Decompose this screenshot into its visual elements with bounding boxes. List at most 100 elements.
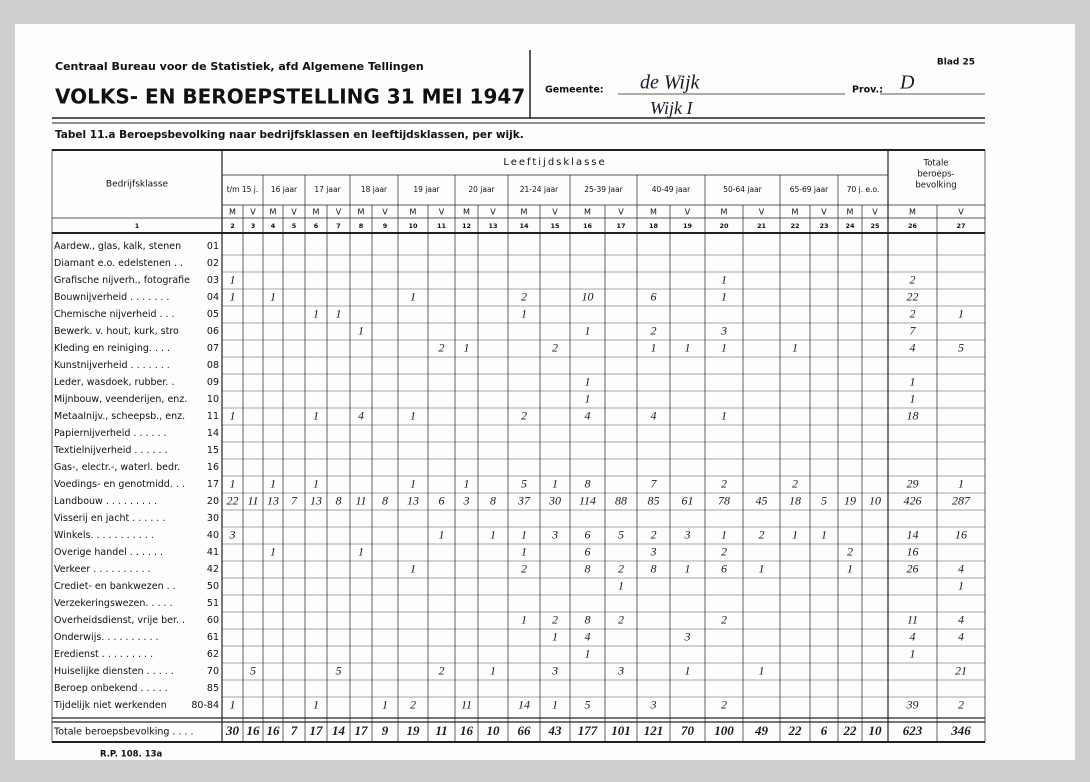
age-group: t/m 15 j. [227,185,259,194]
cell-value: 11 [461,697,472,711]
cell-value: 4 [910,340,916,354]
cell-value: 16 [267,723,281,738]
cell-value: 100 [714,723,734,738]
row-code: 30 [207,513,219,524]
row-code: 50 [207,581,219,592]
cell-value: 5 [821,493,827,507]
total-header: bevolking [915,181,956,191]
cell-value: 22 [843,723,858,738]
cell-value: 3 [650,544,657,558]
cell-value: 5 [521,476,527,490]
cell-value: 1 [410,476,416,490]
row-code: 02 [207,258,219,269]
total-label: Totale beroepsbevolking . . . . [53,727,194,738]
cell-value: 2 [439,340,445,354]
cell-value: 1 [910,391,916,405]
cell-value: 2 [910,272,916,286]
cell-value: 1 [552,629,558,643]
cell-value: 3 [720,323,727,337]
cell-value: 11 [355,493,366,507]
cell-value: 1 [792,340,798,354]
sex-label: V [685,208,691,217]
sex-label: V [490,208,496,217]
cell-value: 10 [487,723,501,738]
cell-value: 5 [336,663,342,677]
row-code: 11 [207,411,219,422]
column-number: 10 [408,222,418,230]
cell-value: 6 [439,493,445,507]
age-group: 18 jaar [361,185,388,194]
cell-value: 1 [464,476,470,490]
cell-value: 2 [910,306,916,320]
cell-value: 3 [617,663,624,677]
gemeente: de Wijk [640,72,701,94]
column-number: 23 [819,222,828,230]
cell-value: 101 [611,723,631,738]
sex-label: M [313,208,320,217]
row-code: 14 [207,428,219,439]
cell-value: 1 [721,272,727,286]
cell-value: 2 [552,612,558,626]
cell-value: 14 [907,527,919,541]
column-number: 14 [519,222,529,230]
cell-value: 4 [358,408,364,422]
cell-value: 45 [756,493,768,507]
cell-value: 2 [792,476,798,490]
cell-value: 1 [410,561,416,575]
cell-value: 1 [521,306,527,320]
cell-value: 3 [463,493,470,507]
sex-label: V [382,208,388,217]
row-label: Voedings- en genotmidd. . . [54,479,185,490]
age-group: 16 jaar [271,185,298,194]
table: Bedrijfsklasse Leeftijdsklasse Totaleberoe… [51,149,986,743]
cell-value: 346 [950,723,971,738]
cell-value: 2 [521,289,527,303]
gemeente-label: Gemeente: [545,85,604,96]
column-number: 6 [314,222,319,230]
column-number: 12 [462,222,471,230]
cell-value: 4 [585,408,591,422]
row-code: 60 [207,615,219,626]
cell-value: 22 [907,289,919,303]
cell-value: 17 [310,723,324,738]
cell-value: 2 [721,476,727,490]
cell-value: 22 [788,723,803,738]
cell-value: 8 [585,561,591,575]
column-number: 19 [683,222,693,230]
column-number: 8 [359,222,364,230]
row-code: 09 [207,377,219,388]
row-label: Diamant e.o. edelstenen . . [54,258,183,269]
sex-label: V [336,208,342,217]
column-number: 16 [583,222,593,230]
cell-value: 11 [247,493,258,507]
total-header: Totale [922,159,948,169]
cell-value: 2 [651,527,657,541]
total-header: beroeps- [917,170,954,180]
cell-value: 78 [718,493,730,507]
row-label: Textielnijverheid . . . . . . [53,445,168,456]
column-number: 11 [437,222,447,230]
sex-label: V [250,208,256,217]
row-label: Leder, wasdoek, rubber. . [54,377,175,388]
footer: R.P. 108. 13a [100,750,163,760]
cell-value: 1 [313,697,319,711]
cell-value: 1 [439,527,445,541]
row-code: 05 [207,309,219,320]
sex-label: V [291,208,297,217]
row-code: 06 [207,326,219,337]
cell-value: 6 [651,289,657,303]
age-group: 70 j. e.o. [847,185,880,194]
cell-value: 29 [907,476,919,490]
cell-value: 4 [958,561,964,575]
cell-value: 3 [684,527,691,541]
cell-value: 5 [585,697,591,711]
cell-value: 2 [721,612,727,626]
cell-value: 1 [313,306,319,320]
cell-value: 1 [521,544,527,558]
cell-value: 5 [250,663,256,677]
row-code: 03 [207,275,219,286]
row-code: 61 [207,632,219,643]
row-code: 42 [207,564,219,575]
row-code: 16 [207,462,219,473]
blad: Blad 25 [937,58,975,68]
